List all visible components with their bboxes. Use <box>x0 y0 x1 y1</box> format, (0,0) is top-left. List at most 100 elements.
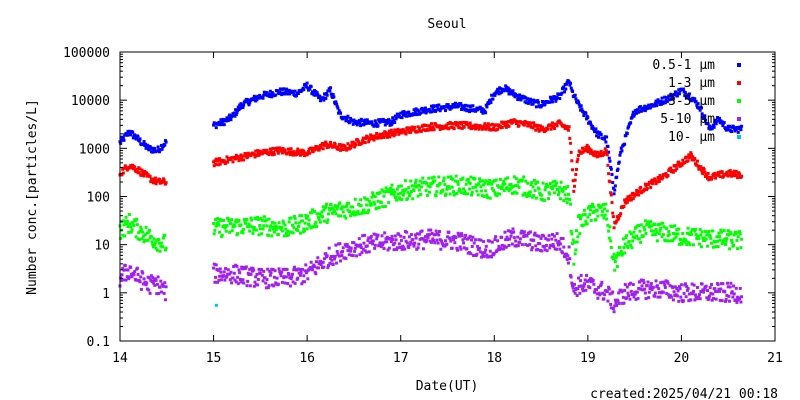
data-point <box>434 108 438 112</box>
data-point <box>303 82 307 86</box>
data-point <box>246 155 250 159</box>
data-point <box>643 109 647 113</box>
data-point <box>410 184 414 188</box>
data-point <box>275 276 279 280</box>
data-point <box>309 85 313 89</box>
data-point <box>716 116 720 120</box>
data-point <box>526 124 530 128</box>
data-point <box>275 225 279 229</box>
data-point <box>160 147 164 151</box>
data-point <box>502 179 506 183</box>
data-point <box>488 98 492 102</box>
data-point <box>351 254 355 258</box>
y-axis-label: Number conc.[particles/L] <box>25 99 40 295</box>
data-point <box>216 217 220 221</box>
legend-marker <box>737 63 741 67</box>
data-point <box>482 126 486 130</box>
data-point <box>631 197 635 201</box>
data-point <box>504 87 508 91</box>
data-point <box>607 156 611 160</box>
data-point <box>631 239 635 243</box>
data-point <box>740 237 744 241</box>
data-point <box>626 291 630 295</box>
data-point <box>373 124 377 128</box>
data-point <box>628 297 632 301</box>
data-point <box>341 246 345 250</box>
data-point <box>334 100 338 104</box>
data-point <box>678 164 682 168</box>
data-point <box>603 293 607 297</box>
data-point <box>720 170 724 174</box>
data-point <box>531 185 535 189</box>
data-point <box>550 233 554 237</box>
data-point <box>703 230 707 234</box>
x-tick-label: 21 <box>767 351 783 366</box>
data-point <box>135 266 139 270</box>
data-point <box>644 297 648 301</box>
data-point <box>391 190 395 194</box>
data-point <box>397 112 401 116</box>
data-point <box>726 229 730 233</box>
data-point <box>528 243 532 247</box>
data-point <box>262 224 266 228</box>
data-point <box>277 221 281 225</box>
data-point <box>272 275 276 279</box>
data-point <box>671 298 675 302</box>
data-point <box>321 205 325 209</box>
data-point <box>503 182 507 186</box>
data-point <box>222 218 226 222</box>
data-point <box>370 195 374 199</box>
data-point <box>677 242 681 246</box>
data-point <box>710 127 714 131</box>
data-point <box>353 246 357 250</box>
data-point <box>163 233 167 237</box>
data-point <box>276 89 280 93</box>
data-point <box>618 214 622 218</box>
data-point <box>280 280 284 284</box>
data-point <box>264 93 268 97</box>
data-point <box>376 199 380 203</box>
data-point <box>331 263 335 267</box>
data-point <box>297 271 301 275</box>
data-point <box>464 103 468 107</box>
data-point <box>658 228 662 232</box>
data-point <box>347 253 351 257</box>
data-point <box>474 238 478 242</box>
data-point <box>225 155 229 159</box>
data-point <box>225 274 229 278</box>
data-point <box>361 234 365 238</box>
data-point <box>728 299 732 303</box>
data-point <box>300 267 304 271</box>
data-point <box>395 247 399 251</box>
data-point <box>732 243 736 247</box>
y-tick-label: 100 <box>87 191 110 206</box>
data-point <box>534 182 538 186</box>
data-point <box>659 226 663 230</box>
y-tick-label: 1000 <box>79 142 110 157</box>
data-point <box>605 217 609 221</box>
data-point <box>381 132 385 136</box>
data-point <box>216 159 220 163</box>
data-point <box>464 233 468 237</box>
data-point <box>577 153 580 157</box>
data-point <box>680 242 684 246</box>
data-point <box>413 110 417 114</box>
data-point <box>218 267 222 271</box>
data-point <box>531 102 535 106</box>
data-point <box>530 246 534 250</box>
data-point <box>685 285 689 289</box>
data-point <box>613 260 617 264</box>
data-point <box>405 197 409 201</box>
data-point <box>406 191 410 195</box>
data-point <box>271 227 275 231</box>
data-point <box>661 233 665 237</box>
data-point <box>624 133 628 137</box>
data-point <box>722 121 726 125</box>
data-point <box>214 275 218 279</box>
data-point <box>377 206 381 210</box>
data-point <box>628 230 632 234</box>
data-point <box>139 228 143 232</box>
data-point <box>739 246 743 250</box>
data-point <box>460 107 464 111</box>
data-point <box>708 294 711 298</box>
